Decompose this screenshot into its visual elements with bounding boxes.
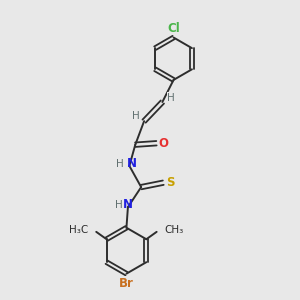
- Text: Cl: Cl: [167, 22, 180, 34]
- Text: S: S: [167, 176, 175, 189]
- Text: N: N: [127, 157, 137, 170]
- Text: H: H: [132, 111, 140, 121]
- Text: H₃C: H₃C: [69, 225, 88, 236]
- Text: N: N: [123, 198, 133, 211]
- Text: H: H: [115, 200, 122, 210]
- Text: CH₃: CH₃: [165, 225, 184, 236]
- Text: Br: Br: [119, 277, 134, 290]
- Text: H: H: [167, 93, 175, 103]
- Text: O: O: [159, 137, 169, 150]
- Text: H: H: [116, 158, 124, 169]
